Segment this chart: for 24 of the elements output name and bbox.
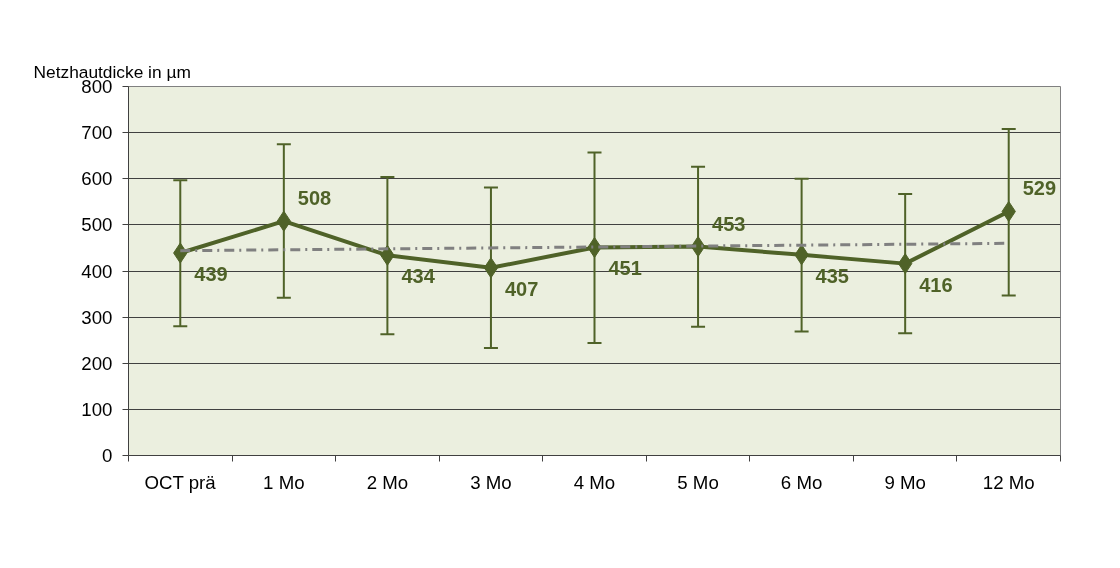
x-tick-label: 4 Mo <box>573 471 616 493</box>
x-tick-label: 5 Mo <box>677 471 719 493</box>
y-tick-label: 0 <box>102 445 113 466</box>
data-label: 508 <box>297 187 332 210</box>
y-tick-label: 400 <box>81 260 113 282</box>
data-label: 407 <box>504 277 539 300</box>
x-tick-label: 3 Mo <box>470 471 512 493</box>
point <box>1001 201 1016 222</box>
y-tick-label: 300 <box>81 306 113 328</box>
x-tick-label: OCT prä <box>144 471 217 493</box>
y-tick-label: 100 <box>81 398 113 420</box>
y-tick-label: 700 <box>81 122 113 144</box>
y-tick-label: 200 <box>81 352 113 374</box>
y-tick-label: 500 <box>81 214 113 236</box>
x-tick-label: 12 Mo <box>982 471 1035 493</box>
data-label: 529 <box>1022 177 1057 200</box>
x-tick-label: 9 Mo <box>884 471 926 493</box>
x-tick-label: 2 Mo <box>366 471 409 493</box>
x-tick-label: 6 Mo <box>780 471 823 493</box>
data-label: 416 <box>919 273 953 296</box>
data-label: 434 <box>401 265 436 288</box>
y-tick-label: 600 <box>81 168 113 190</box>
point <box>483 257 499 279</box>
x-tick-label: 1 Mo <box>263 471 305 493</box>
